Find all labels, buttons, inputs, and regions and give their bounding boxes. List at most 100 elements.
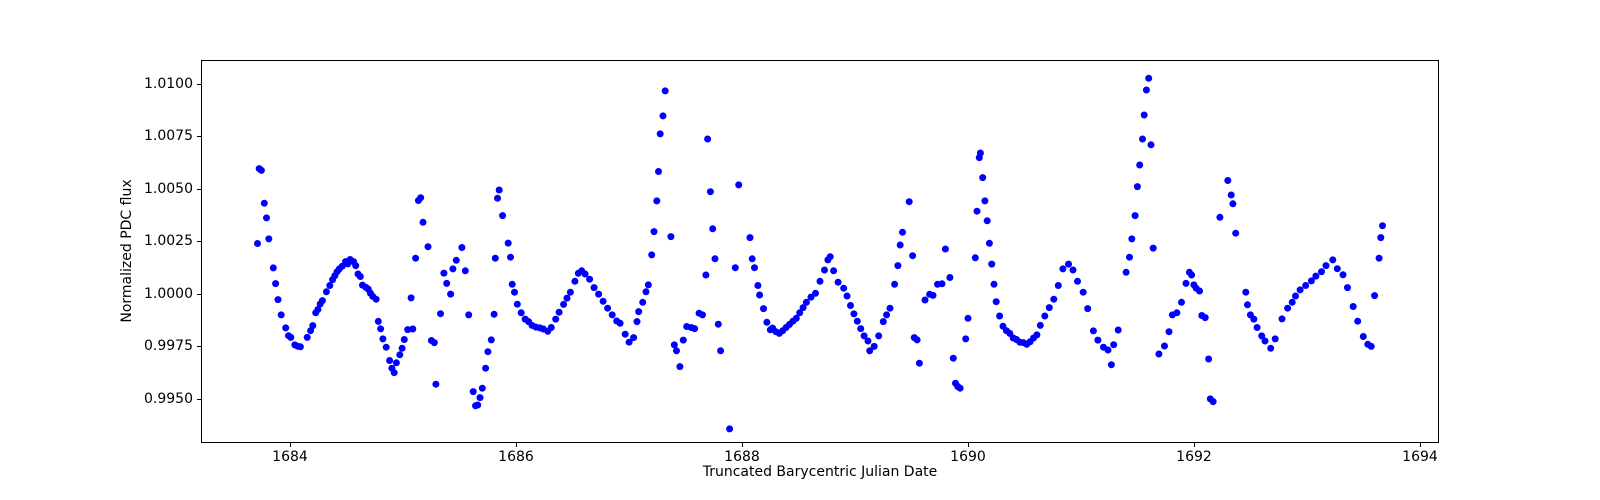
- data-point: [891, 280, 899, 288]
- data-point: [417, 194, 425, 202]
- data-point: [964, 314, 972, 322]
- data-point: [983, 217, 991, 225]
- data-point: [419, 218, 427, 226]
- data-point: [1173, 309, 1181, 317]
- data-point: [630, 334, 638, 342]
- data-point: [566, 288, 574, 296]
- data-point: [396, 351, 404, 359]
- data-point: [656, 130, 664, 138]
- y-tick-label: 0.9975: [144, 338, 193, 354]
- x-tick-mark: [290, 443, 291, 447]
- data-point: [616, 319, 624, 327]
- data-point: [424, 243, 432, 251]
- axes-frame: [201, 60, 1439, 443]
- data-point: [860, 332, 868, 340]
- data-point: [1242, 288, 1250, 296]
- data-point: [1094, 336, 1102, 344]
- data-point: [379, 335, 387, 343]
- y-tick-label: 0.9950: [144, 391, 193, 407]
- data-point: [1126, 253, 1133, 261]
- data-point: [883, 311, 891, 319]
- data-point: [263, 214, 270, 222]
- data-point: [821, 266, 828, 274]
- data-point: [731, 264, 739, 272]
- data-point: [1089, 327, 1097, 335]
- data-point: [726, 425, 734, 433]
- y-tick-mark: [197, 136, 201, 137]
- data-point: [447, 290, 455, 298]
- data-point: [604, 304, 612, 312]
- data-point: [1216, 213, 1224, 221]
- data-point: [491, 254, 499, 262]
- data-point: [1033, 331, 1041, 339]
- y-tick-mark: [197, 241, 201, 242]
- data-point: [1253, 324, 1261, 331]
- data-point: [976, 149, 984, 157]
- data-point: [494, 194, 501, 202]
- data-point: [746, 234, 754, 242]
- data-point: [1182, 279, 1190, 287]
- data-point: [476, 394, 484, 402]
- data-point: [1069, 266, 1077, 274]
- x-tick-label: 1686: [498, 449, 534, 465]
- data-point: [581, 270, 589, 278]
- data-point: [1142, 86, 1150, 94]
- data-point: [1250, 315, 1258, 323]
- data-point: [412, 254, 420, 262]
- data-point: [377, 325, 385, 333]
- data-point: [735, 181, 743, 189]
- data-point: [1133, 183, 1141, 191]
- data-point: [1288, 298, 1296, 306]
- y-tick-label: 1.0050: [144, 181, 193, 197]
- data-point: [650, 228, 658, 236]
- data-point: [1244, 301, 1251, 309]
- data-point: [802, 298, 810, 306]
- data-point: [390, 369, 398, 377]
- data-point: [699, 311, 706, 319]
- data-point: [711, 255, 719, 263]
- data-point: [979, 174, 987, 182]
- data-point: [1224, 177, 1232, 184]
- y-tick-mark: [197, 294, 201, 295]
- data-point: [886, 304, 894, 312]
- data-point: [796, 309, 804, 317]
- data-point: [879, 318, 887, 326]
- data-point: [1322, 262, 1330, 270]
- y-tick-label: 1.0100: [144, 76, 193, 92]
- data-point: [830, 267, 838, 275]
- data-point: [507, 253, 514, 261]
- data-point: [269, 264, 277, 272]
- data-point: [1122, 268, 1130, 276]
- data-point: [915, 359, 923, 367]
- y-tick-mark: [197, 84, 201, 85]
- data-point: [866, 347, 874, 355]
- data-point: [400, 336, 408, 343]
- data-point: [1232, 229, 1240, 237]
- data-point: [633, 318, 641, 326]
- data-point: [265, 235, 273, 243]
- x-axis-label: Truncated Barycentric Julian Date: [702, 464, 938, 480]
- data-point: [896, 241, 904, 249]
- data-point: [1339, 271, 1347, 279]
- data-point: [1205, 355, 1213, 363]
- data-point: [938, 280, 946, 288]
- data-point: [763, 318, 771, 326]
- data-point: [691, 325, 699, 333]
- data-point: [905, 198, 913, 206]
- y-axis-label: Normalized PDC flux: [119, 179, 135, 323]
- data-point: [1354, 317, 1362, 325]
- data-point: [1041, 312, 1049, 320]
- data-point: [1367, 342, 1375, 350]
- data-point: [277, 311, 285, 319]
- data-point: [714, 320, 722, 328]
- data-point: [816, 277, 824, 285]
- data-point: [386, 357, 394, 364]
- data-point: [1229, 200, 1237, 208]
- data-point: [1296, 286, 1304, 294]
- data-point: [352, 262, 360, 270]
- data-point: [586, 275, 594, 283]
- data-point: [659, 112, 667, 120]
- data-point: [1128, 235, 1136, 243]
- data-point: [392, 359, 400, 367]
